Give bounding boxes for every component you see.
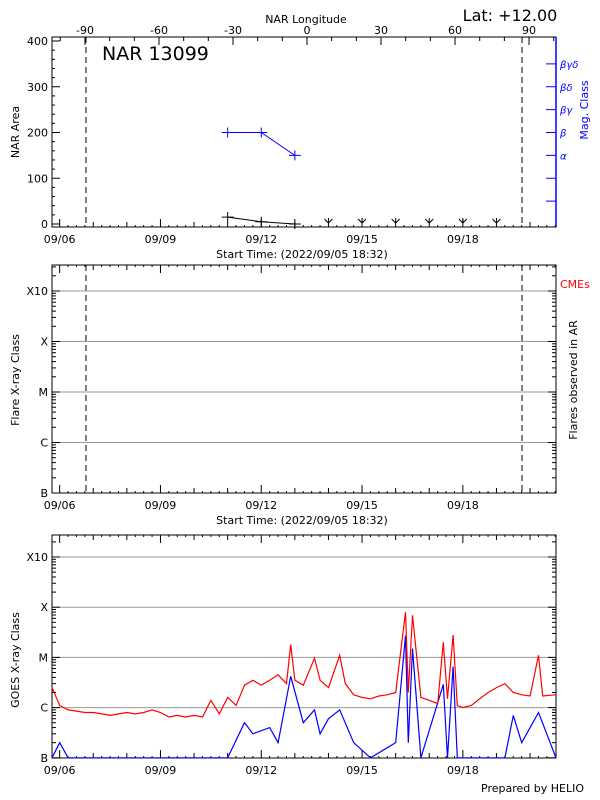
y-tick-label: C [40,702,48,715]
x-tick-label: 09/06 [44,233,76,246]
x-tick-label: 09/12 [245,233,277,246]
panel2-right-label: Flares observed in AR [567,320,580,440]
x-tick-label: 09/12 [245,499,277,512]
x-tick-label: 09/12 [245,764,277,777]
y-tick-label: X10 [26,551,48,564]
y-tick-label: 300 [27,81,48,94]
y-tick-label: X [40,601,48,614]
top-axis-label: NAR Longitude [265,13,347,26]
y-tick-label: X10 [26,285,48,298]
x-tick-label: 09/06 [44,764,76,777]
x-tick-label: 09/18 [447,233,479,246]
y-tick-label: X [40,336,48,349]
longitude-tick-label: -90 [76,24,94,37]
y-tick-label: 400 [27,35,48,48]
y-tick-label: B [40,752,48,765]
longitude-tick-label: 60 [448,24,462,37]
mag-class-label: Mag. Class [578,80,591,139]
mag-class-tick-label: βγ [559,106,573,117]
x-tick-label: 09/15 [346,233,378,246]
panel2-xlabel: Start Time: (2022/09/05 18:32) [216,514,388,527]
mag-class-tick-label: βγδ [559,60,578,71]
mag-class-tick-label: α [560,151,567,162]
x-tick-label: 09/18 [447,764,479,777]
chart-title: NAR 13099 [102,43,209,65]
zero-area-marker [391,218,401,224]
y-tick-label: M [39,386,49,399]
mag-class-tick-label: β [559,129,567,140]
x-tick-label: 09/09 [145,499,177,512]
y-tick-label: C [40,437,48,450]
x-tick-label: 09/15 [346,499,378,512]
longitude-tick-label: 30 [374,24,388,37]
panel2-ylabel: Flare X-ray Class [9,334,22,426]
cme-label: CMEs [560,278,590,291]
longitude-tick-label: 90 [522,24,536,37]
goes-short-channel-line [51,635,557,759]
zero-area-marker [492,218,501,224]
mag-class-point [288,150,301,161]
goes-long-channel-line [51,612,556,718]
mag-class-point [255,127,268,138]
panel3-ylabel: GOES X-ray Class [9,612,22,708]
panel2-frame [51,264,557,494]
zero-area-marker [324,218,333,224]
y-tick-label: 100 [27,172,48,185]
panel1-xlabel: Start Time: (2022/09/05 18:32) [216,248,388,261]
x-tick-label: 09/15 [346,764,378,777]
longitude-tick-label: 0 [304,24,311,37]
mag-class-point [221,127,234,138]
footer-credit: Prepared by HELIO [481,782,584,795]
x-tick-label: 09/18 [447,499,479,512]
y-tick-label: 0 [41,218,48,231]
x-tick-label: 09/09 [145,764,177,777]
area-point [221,212,234,223]
area-point [255,216,268,227]
panel1-frame [51,36,557,228]
mag-class-tick-label: βδ [559,83,573,94]
y-tick-label: 200 [27,127,48,140]
panel1-ylabel: NAR Area [9,106,22,158]
y-tick-label: B [40,487,48,500]
longitude-tick-label: -60 [150,24,168,37]
area-point [288,219,301,229]
x-tick-label: 09/09 [145,233,177,246]
latitude-label: Lat: +12.00 [463,6,558,25]
x-tick-label: 09/06 [44,499,76,512]
zero-area-marker [458,218,468,224]
panel3-frame [51,534,557,759]
y-tick-label: M [39,651,49,664]
longitude-tick-label: -30 [224,24,242,37]
zero-area-marker [424,218,434,224]
zero-area-marker [357,218,367,224]
